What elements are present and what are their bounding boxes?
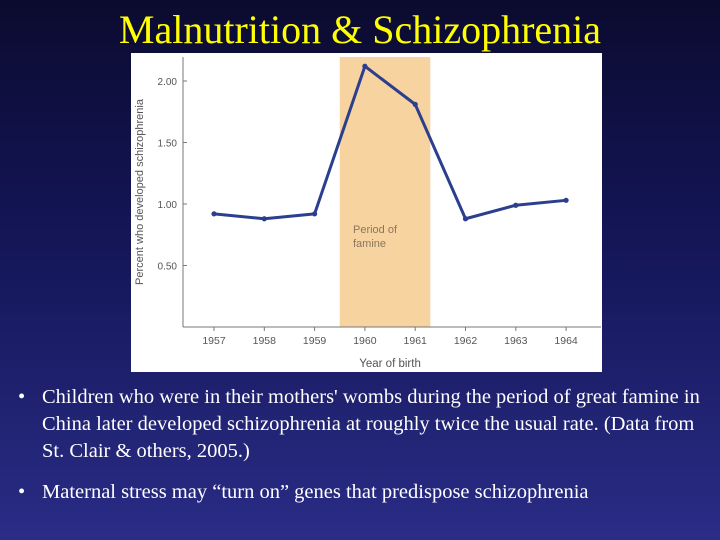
line-chart: 0.50 1.00 1.50 2.00 1957 1958 1959 1960 1961 1962… <box>134 57 601 370</box>
bullet-item-1: • Children who were in their mothers' wo… <box>18 384 718 465</box>
bullet-text-1: Children who were in their mothers' womb… <box>42 386 700 462</box>
bullet-item-2: • Maternal stress may “turn on” genes th… <box>18 479 718 506</box>
data-point-1961 <box>412 101 418 107</box>
x-tick-label: 1958 <box>253 335 277 347</box>
data-point-1960 <box>362 63 368 69</box>
x-tick-label: 1961 <box>404 335 428 347</box>
x-tick-label: 1957 <box>202 335 226 347</box>
famine-annotation-line-2: famine <box>353 238 386 250</box>
data-point-1964 <box>563 197 569 203</box>
x-tick-label: 1964 <box>554 335 578 347</box>
data-point-1957 <box>211 211 217 217</box>
data-point-1963 <box>513 202 519 208</box>
bullet-list: • Children who were in their mothers' wo… <box>18 384 718 520</box>
data-point-1962 <box>462 216 469 222</box>
slide-title: Malnutrition & Schizophrenia <box>118 7 602 52</box>
x-tick-label: 1962 <box>454 335 478 347</box>
chart-panel: 0.50 1.00 1.50 2.00 1957 1958 1959 1960 1961 1962… <box>131 53 602 372</box>
famine-annotation-line-1: Period of <box>353 224 398 236</box>
bullet-marker: • <box>18 481 26 503</box>
x-axis-title: Year of birth <box>359 358 421 370</box>
y-tick-label: 1.50 <box>158 139 178 150</box>
data-point-1959 <box>312 211 318 217</box>
x-tick-label: 1960 <box>353 335 377 347</box>
series-line <box>213 64 567 221</box>
y-tick-label: 2.00 <box>158 77 178 88</box>
bullet-marker: • <box>18 386 26 408</box>
bullet-text-2: Maternal stress may “turn on” genes that… <box>42 481 589 503</box>
y-axis-title: Percent who developed schizophrenia <box>134 98 146 285</box>
y-tick-label: 0.50 <box>158 262 178 273</box>
data-point-1958 <box>261 216 267 222</box>
x-tick-label: 1959 <box>303 335 327 347</box>
y-tick-label: 1.00 <box>158 200 178 211</box>
x-tick-label: 1963 <box>504 335 528 347</box>
